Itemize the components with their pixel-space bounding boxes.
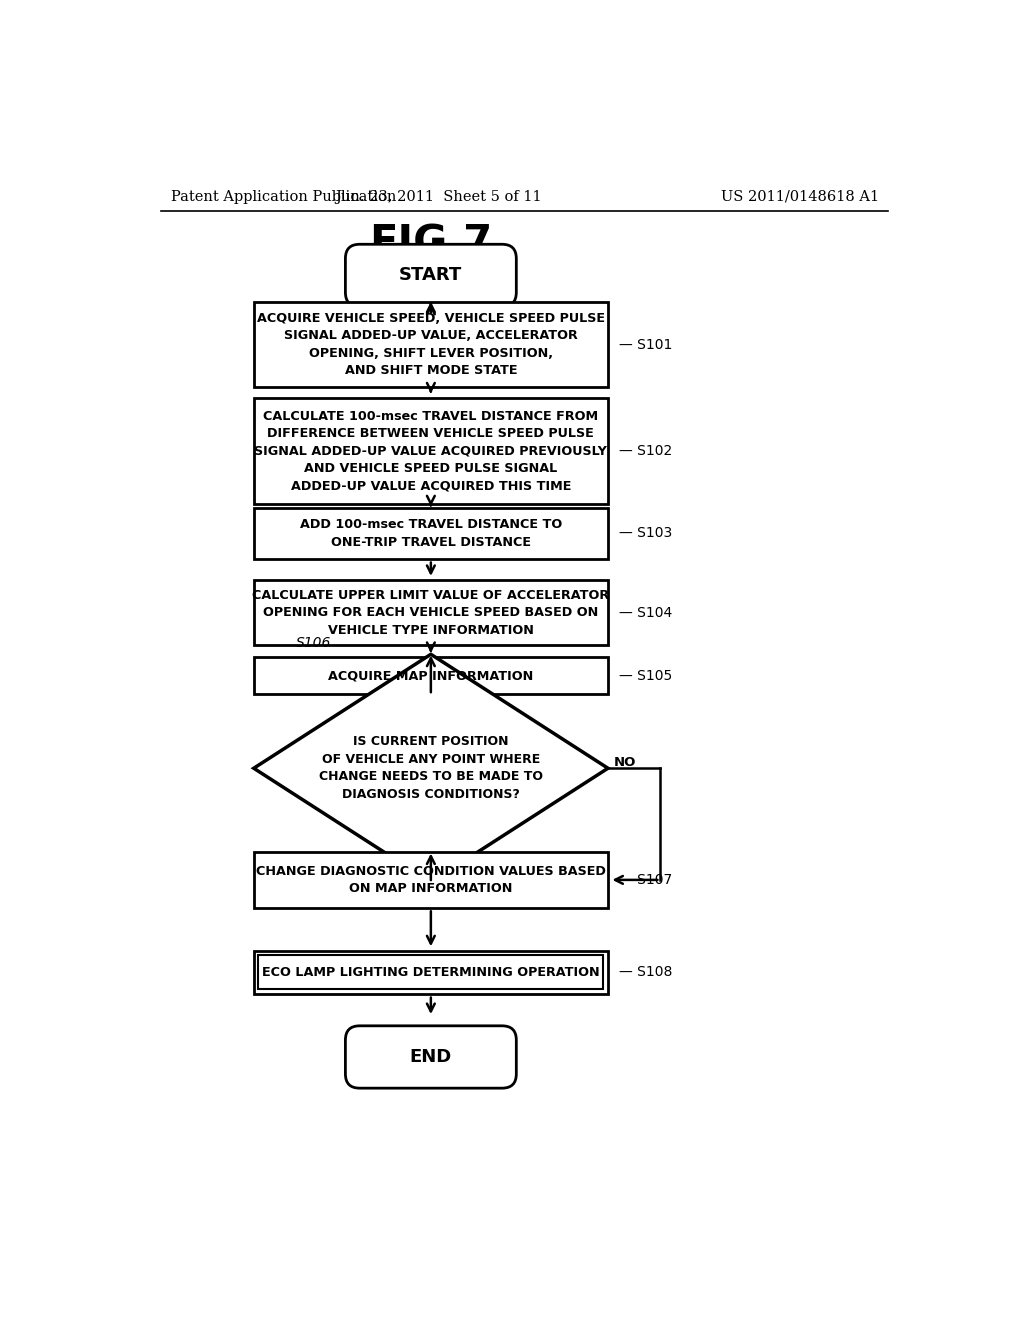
- Text: YES: YES: [438, 888, 467, 902]
- Bar: [254, 508, 608, 558]
- Text: ACQUIRE MAP INFORMATION: ACQUIRE MAP INFORMATION: [329, 669, 534, 682]
- Bar: [254, 581, 608, 645]
- Text: CHANGE DIAGNOSTIC CONDITION VALUES BASED
ON MAP INFORMATION: CHANGE DIAGNOSTIC CONDITION VALUES BASED…: [256, 865, 606, 895]
- Text: — S105: — S105: [618, 669, 672, 682]
- Text: — S108: — S108: [618, 965, 672, 979]
- Bar: [254, 302, 608, 387]
- Text: — S101: — S101: [618, 338, 672, 351]
- Text: NO: NO: [614, 755, 637, 768]
- Bar: [254, 950, 608, 994]
- Text: ACQUIRE VEHICLE SPEED, VEHICLE SPEED PULSE
SIGNAL ADDED-UP VALUE, ACCELERATOR
OP: ACQUIRE VEHICLE SPEED, VEHICLE SPEED PUL…: [257, 312, 605, 378]
- Text: END: END: [410, 1048, 452, 1067]
- Bar: [254, 657, 608, 694]
- Bar: [258, 956, 603, 989]
- Polygon shape: [254, 655, 608, 882]
- Bar: [254, 397, 608, 504]
- Text: START: START: [399, 267, 463, 284]
- Text: CALCULATE UPPER LIMIT VALUE OF ACCELERATOR
OPENING FOR EACH VEHICLE SPEED BASED : CALCULATE UPPER LIMIT VALUE OF ACCELERAT…: [252, 589, 609, 636]
- Text: IS CURRENT POSITION
OF VEHICLE ANY POINT WHERE
CHANGE NEEDS TO BE MADE TO
DIAGNO: IS CURRENT POSITION OF VEHICLE ANY POINT…: [318, 735, 543, 801]
- Text: — S102: — S102: [618, 444, 672, 458]
- Text: — S104: — S104: [618, 606, 672, 619]
- Text: US 2011/0148618 A1: US 2011/0148618 A1: [721, 190, 880, 203]
- Text: CALCULATE 100-msec TRAVEL DISTANCE FROM
DIFFERENCE BETWEEN VEHICLE SPEED PULSE
S: CALCULATE 100-msec TRAVEL DISTANCE FROM …: [254, 409, 607, 492]
- Text: S106: S106: [296, 636, 332, 649]
- Text: FIG.7: FIG.7: [370, 222, 493, 264]
- Text: Patent Application Publication: Patent Application Publication: [171, 190, 396, 203]
- Text: ADD 100-msec TRAVEL DISTANCE TO
ONE-TRIP TRAVEL DISTANCE: ADD 100-msec TRAVEL DISTANCE TO ONE-TRIP…: [300, 519, 562, 549]
- Text: — S107: — S107: [618, 873, 672, 887]
- FancyBboxPatch shape: [345, 1026, 516, 1088]
- Text: ECO LAMP LIGHTING DETERMINING OPERATION: ECO LAMP LIGHTING DETERMINING OPERATION: [262, 966, 600, 979]
- Bar: [254, 853, 608, 908]
- Text: Jun. 23, 2011  Sheet 5 of 11: Jun. 23, 2011 Sheet 5 of 11: [335, 190, 542, 203]
- FancyBboxPatch shape: [345, 244, 516, 306]
- Text: — S103: — S103: [618, 527, 672, 540]
